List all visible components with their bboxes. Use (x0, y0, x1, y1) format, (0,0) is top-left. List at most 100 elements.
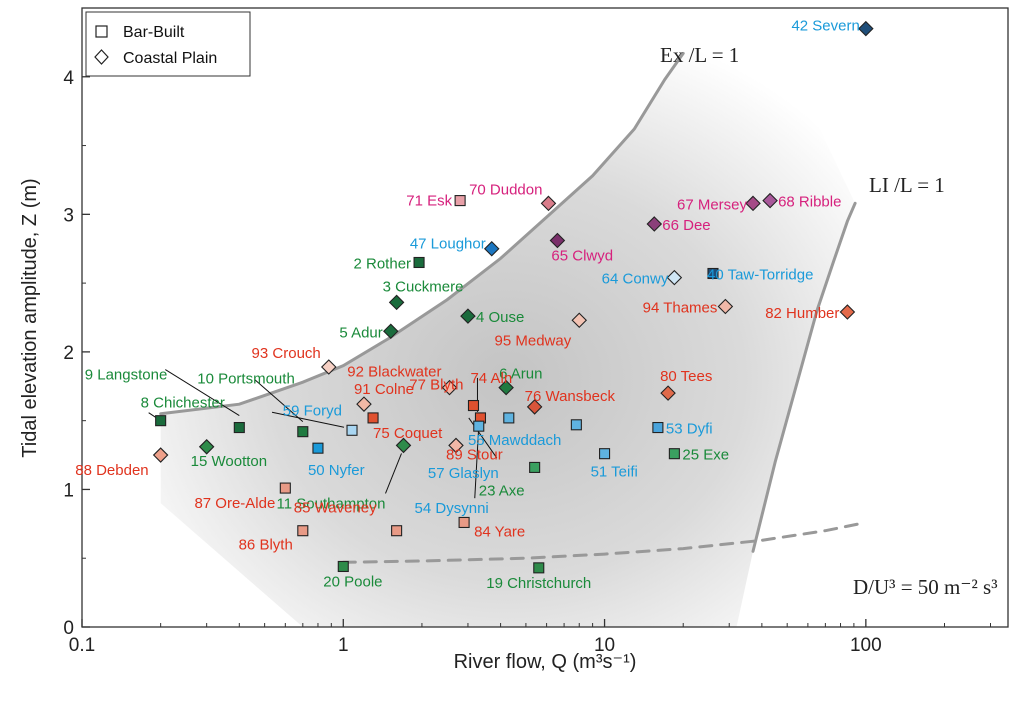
point-10-marker (297, 426, 309, 438)
point-88-marker (152, 447, 169, 463)
point-66-label: 66 Dee (662, 217, 710, 234)
point-80-marker (660, 385, 676, 401)
point-15-marker (198, 439, 215, 455)
leader-line (271, 411, 345, 428)
point-8-label: 8 Chichester (141, 395, 225, 412)
y-tick-label: 1 (63, 480, 74, 501)
point-5-label: 5 Adur (339, 324, 382, 341)
point-11-label: 11 Southampton (277, 495, 386, 512)
point-77-label: 77 Blyth (409, 377, 463, 394)
point-65-marker (549, 232, 566, 249)
point-91-marker (356, 396, 372, 412)
point-9-marker (233, 421, 245, 434)
point-2-marker (413, 256, 425, 269)
point-19-marker (533, 562, 545, 574)
point-75-label: 75 Coquet (373, 425, 443, 442)
point-59-marker (346, 424, 358, 436)
point-15-label: 15 Wootton (191, 453, 267, 470)
shaded-region (160, 35, 856, 627)
point-70-label: 70 Duddon (469, 181, 542, 198)
point-64-label: 64 Conwy (602, 271, 669, 288)
legend-diamond-icon (94, 49, 109, 65)
point-67-label: 67 Mersey (677, 196, 748, 213)
point-25-label: 25 Exe (682, 447, 729, 464)
point-3-label: 3 Cuckmere (383, 278, 464, 295)
point-9-label: 9 Langstone (85, 367, 168, 384)
point-85-marker (391, 525, 403, 537)
point-42-label: 42 Severn (791, 18, 859, 35)
point-87-label: 87 Ore-Alde (194, 495, 275, 512)
point-85-label: 85 Waveney (294, 500, 377, 517)
point-23-marker (529, 461, 541, 473)
point-50-marker (312, 442, 324, 454)
plot-frame (81, 7, 1009, 628)
point-87-marker (279, 482, 291, 494)
point-94-label: 94 Thames (643, 299, 718, 316)
curve-0 (159, 51, 685, 416)
point-93-label: 93 Crouch (252, 345, 321, 362)
leader-line (165, 369, 240, 416)
legend-square-icon (95, 25, 108, 38)
point-95-label: 95 Medway (495, 332, 572, 349)
point-4-label: 4 Ouse (476, 309, 524, 326)
curve-2 (341, 521, 868, 564)
point-68-marker (762, 192, 778, 209)
point-5-marker (383, 323, 399, 340)
leader-line (254, 379, 304, 423)
point-11-marker (395, 437, 412, 454)
point-51-label: 51 Teifi (591, 464, 638, 481)
y-axis-title: Tidal elevation amplitude, Z (m) (19, 178, 41, 457)
point-84-label: 84 Yare (474, 523, 525, 540)
shaded-region-area (160, 35, 856, 627)
point-55-marker (570, 419, 582, 431)
point-53-label: 53 Dyfi (666, 421, 713, 438)
point-76-label: 76 Wansbeck (525, 388, 616, 405)
point-3-marker (388, 294, 405, 311)
point-94-marker (717, 298, 734, 315)
point-2-label: 2 Rother (354, 255, 412, 272)
legend-label-coastal-plain: Coastal Plain (123, 50, 217, 67)
point-66-marker (646, 216, 663, 232)
point-89-label: 89 Stour (446, 446, 503, 463)
point-6-marker (498, 379, 514, 396)
leader-line (385, 453, 402, 494)
curve-1 (751, 201, 857, 553)
leader-line (474, 426, 480, 499)
y-tick-label: 0 (63, 618, 74, 639)
curve-label-li: LI /L = 1 (869, 173, 945, 197)
point-67-marker (745, 195, 761, 212)
point-91-label: 91 Colne (354, 381, 414, 398)
y-tick-label: 3 (63, 205, 74, 226)
point-4-marker (460, 308, 476, 324)
point-86-label: 86 Blyth (239, 537, 293, 554)
point-65-label: 65 Clwyd (551, 247, 613, 264)
x-axis-title: River flow, Q (m³s⁻¹) (454, 651, 637, 673)
point-93-marker (320, 359, 337, 375)
point-53-marker (652, 421, 664, 434)
point-92-marker (441, 379, 458, 396)
point-59-label: 59 Foryd (283, 402, 342, 419)
point-82-marker (839, 304, 856, 320)
point-40-label: 40 Taw-Torridge (707, 266, 813, 283)
point-54-marker (473, 420, 485, 432)
point-6-label: 6 Arun (499, 366, 542, 383)
curve-label-du3: D/U³ = 50 m⁻² s³ (853, 575, 998, 599)
legend-label-bar-built: Bar-Built (123, 24, 185, 41)
point-57-marker (503, 412, 515, 424)
point-42-marker (858, 20, 874, 37)
point-25-marker (668, 448, 680, 460)
point-76-marker (526, 399, 543, 415)
point-95-marker (571, 312, 588, 329)
point-50-label: 50 Nyfer (308, 462, 365, 479)
point-88-label: 88 Debden (75, 462, 148, 479)
point-86-marker (297, 525, 309, 537)
point-20-label: 20 Poole (323, 573, 382, 590)
point-57-label: 57 Glaslyn (428, 465, 499, 482)
legend: Bar-Built Coastal Plain (85, 11, 251, 77)
point-19-label: 19 Christchurch (486, 575, 591, 592)
point-70-marker (540, 195, 557, 212)
point-10-label: 10 Portsmouth (197, 371, 295, 388)
point-68-label: 68 Ribble (778, 194, 841, 211)
point-84-marker (458, 516, 470, 529)
